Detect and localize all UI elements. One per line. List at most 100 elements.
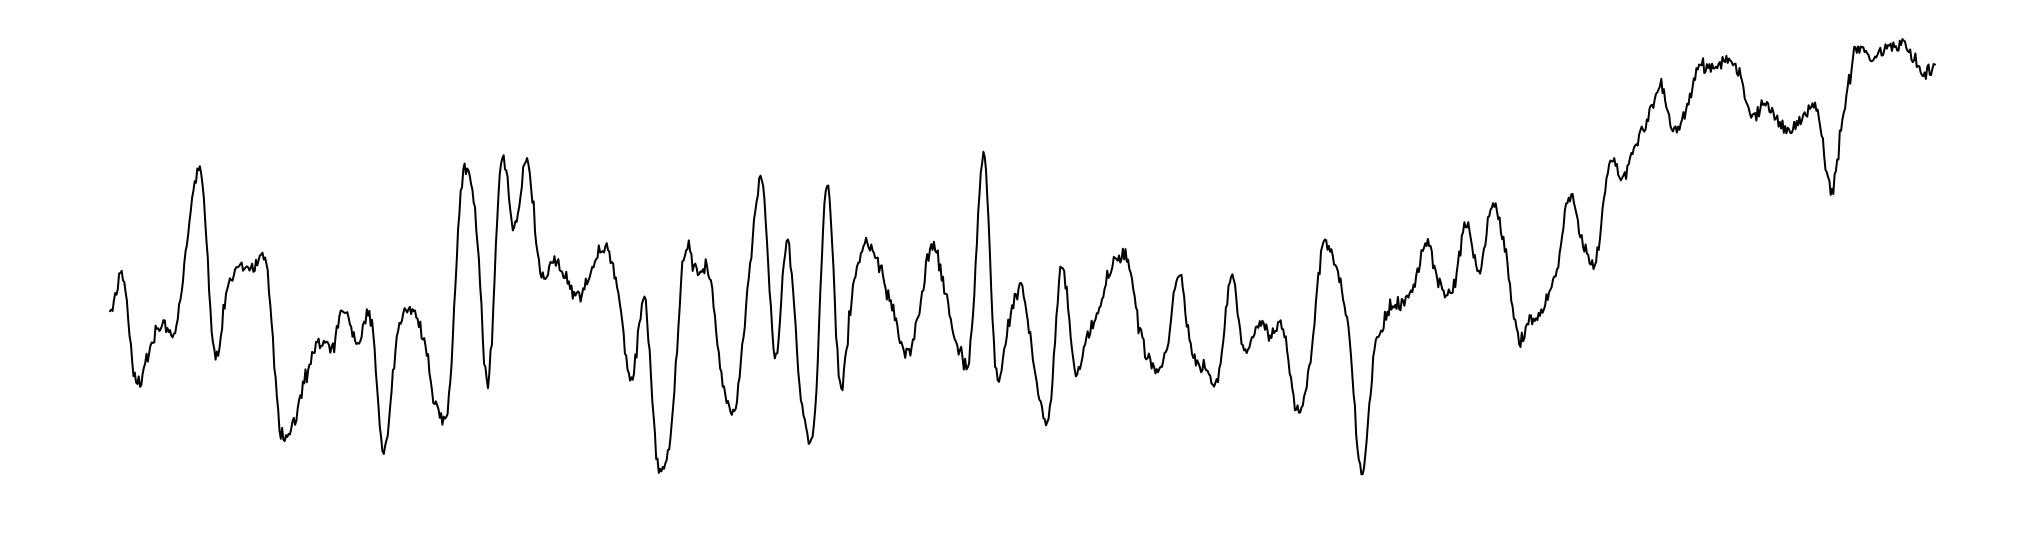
data-point bbox=[760, 179, 764, 183]
data-point bbox=[186, 231, 190, 235]
data-point bbox=[251, 266, 255, 270]
data-point bbox=[629, 382, 633, 386]
data-point bbox=[538, 270, 542, 274]
data-point bbox=[1008, 317, 1012, 321]
data-point bbox=[382, 451, 386, 455]
data-point bbox=[473, 209, 477, 213]
data-point bbox=[1281, 326, 1285, 330]
data-point bbox=[1346, 330, 1350, 334]
data-point bbox=[1568, 192, 1572, 196]
data-point bbox=[317, 339, 321, 343]
data-point bbox=[773, 352, 777, 356]
data-point bbox=[682, 257, 686, 261]
data-point bbox=[1034, 373, 1038, 377]
data-point bbox=[1412, 287, 1416, 291]
data-point bbox=[1177, 270, 1181, 274]
data-point bbox=[1425, 240, 1429, 244]
data-point bbox=[447, 395, 451, 399]
data-point bbox=[1529, 317, 1533, 321]
data-point bbox=[812, 425, 816, 429]
data-point bbox=[786, 240, 790, 244]
data-point bbox=[1764, 101, 1768, 105]
data-point bbox=[1164, 348, 1168, 352]
data-point bbox=[1516, 335, 1520, 339]
data-point bbox=[1099, 300, 1103, 304]
data-point bbox=[1868, 58, 1872, 62]
data-point bbox=[1438, 283, 1442, 287]
data-point bbox=[1073, 365, 1077, 369]
data-point bbox=[264, 261, 268, 265]
data-point bbox=[577, 296, 581, 300]
data-point bbox=[903, 352, 907, 356]
data-point bbox=[1151, 365, 1155, 369]
data-point bbox=[1607, 162, 1611, 166]
data-point bbox=[525, 158, 529, 162]
data-point bbox=[1816, 110, 1820, 114]
data-point bbox=[108, 309, 112, 313]
data-point bbox=[512, 227, 516, 231]
plot-area bbox=[108, 38, 1936, 476]
data-point bbox=[1125, 257, 1129, 261]
data-point bbox=[1216, 378, 1220, 382]
data-point bbox=[721, 382, 725, 386]
data-point bbox=[616, 291, 620, 295]
data-point bbox=[434, 404, 438, 408]
data-point bbox=[981, 153, 985, 157]
data-point bbox=[225, 287, 229, 291]
data-point bbox=[994, 369, 998, 373]
data-point bbox=[1698, 63, 1702, 67]
data-point bbox=[1646, 114, 1650, 118]
data-point bbox=[564, 274, 568, 278]
data-point bbox=[656, 460, 660, 464]
data-point bbox=[1503, 244, 1507, 248]
data-point bbox=[1829, 188, 1833, 192]
data-point bbox=[864, 240, 868, 244]
data-point bbox=[330, 348, 334, 352]
data-point bbox=[1803, 114, 1807, 118]
data-point bbox=[408, 309, 412, 313]
data-point bbox=[1242, 352, 1246, 356]
data-point bbox=[1620, 175, 1624, 179]
data-point bbox=[1333, 266, 1337, 270]
data-point bbox=[1060, 266, 1064, 270]
data-point bbox=[173, 330, 177, 334]
data-point bbox=[669, 434, 673, 438]
data-point bbox=[1855, 45, 1859, 49]
data-point bbox=[1477, 270, 1481, 274]
data-point bbox=[1268, 335, 1272, 339]
data-point bbox=[838, 378, 842, 382]
data-point bbox=[1464, 222, 1468, 226]
data-point bbox=[890, 304, 894, 308]
data-point bbox=[1451, 287, 1455, 291]
data-point bbox=[460, 179, 464, 183]
data-point bbox=[1386, 313, 1390, 317]
data-point bbox=[1203, 365, 1207, 369]
data-point bbox=[1777, 119, 1781, 123]
data-point bbox=[395, 335, 399, 339]
data-point bbox=[278, 421, 282, 425]
data-point bbox=[1021, 287, 1025, 291]
data-point bbox=[929, 244, 933, 248]
data-point bbox=[1373, 352, 1377, 356]
data-point bbox=[747, 274, 751, 278]
data-point bbox=[955, 343, 959, 347]
data-point bbox=[1711, 67, 1715, 71]
data-point bbox=[343, 304, 347, 308]
data-point bbox=[1894, 41, 1898, 45]
data-point bbox=[1086, 335, 1090, 339]
data-point bbox=[121, 274, 125, 278]
data-point bbox=[1047, 417, 1051, 421]
data-point bbox=[1842, 110, 1846, 114]
data-point bbox=[708, 274, 712, 278]
data-point bbox=[1294, 408, 1298, 412]
data-point bbox=[1138, 326, 1142, 330]
data-point bbox=[643, 296, 647, 300]
data-point bbox=[1307, 369, 1311, 373]
data-point bbox=[851, 287, 855, 291]
data-point bbox=[1790, 127, 1794, 131]
data-point bbox=[551, 261, 555, 265]
data-point bbox=[1190, 352, 1194, 356]
data-point bbox=[1881, 50, 1885, 54]
data-point bbox=[1685, 101, 1689, 105]
